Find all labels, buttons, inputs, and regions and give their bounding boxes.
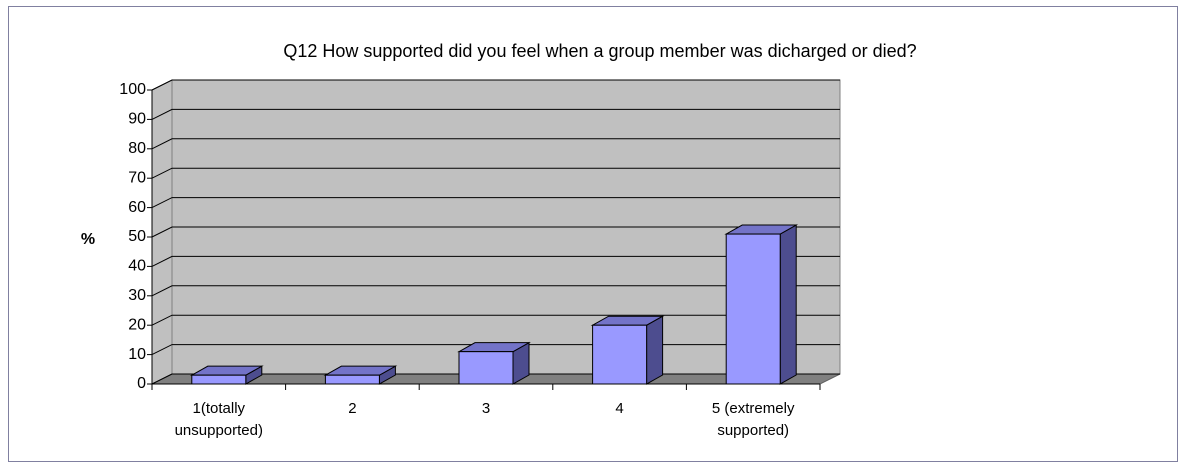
x-tick-label: 5 (extremely supported) bbox=[711, 400, 795, 439]
bar bbox=[725, 233, 781, 385]
y-tick-label: 10 bbox=[128, 346, 146, 363]
y-axis-label: % bbox=[81, 231, 95, 248]
y-tick-label: 60 bbox=[128, 199, 146, 216]
grid-line bbox=[151, 285, 840, 297]
grid-line bbox=[151, 79, 840, 91]
grid-line bbox=[151, 226, 840, 238]
y-tick-label: 50 bbox=[128, 228, 146, 245]
grid-line bbox=[151, 108, 840, 120]
chart-frame bbox=[8, 6, 1178, 462]
y-tick-label: 100 bbox=[119, 81, 146, 98]
y-tick-label: 20 bbox=[128, 316, 146, 333]
grid-line bbox=[151, 138, 840, 150]
x-tick-label: 2 bbox=[348, 400, 357, 417]
bar bbox=[324, 374, 380, 385]
y-tick-label: 40 bbox=[128, 258, 146, 275]
grid-line bbox=[151, 167, 840, 179]
y-tick-label: 80 bbox=[128, 140, 146, 157]
bar bbox=[458, 351, 514, 385]
y-tick-label: 0 bbox=[137, 375, 146, 392]
grid-line bbox=[151, 255, 840, 267]
y-tick-label: 30 bbox=[128, 287, 146, 304]
x-tick-label: 1(totally unsupported) bbox=[174, 400, 263, 439]
bar-side bbox=[779, 224, 797, 385]
y-tick-label: 90 bbox=[128, 111, 146, 128]
grid-line bbox=[151, 197, 840, 209]
bar-side bbox=[646, 315, 664, 385]
y-tick-label: 70 bbox=[128, 169, 146, 186]
bar bbox=[191, 374, 247, 385]
grid-line bbox=[151, 314, 840, 326]
chart-title: Q12 How supported did you feel when a gr… bbox=[283, 41, 916, 61]
x-tick-label: 4 bbox=[615, 400, 624, 417]
bar bbox=[592, 324, 648, 385]
x-tick-label: 3 bbox=[481, 400, 491, 417]
